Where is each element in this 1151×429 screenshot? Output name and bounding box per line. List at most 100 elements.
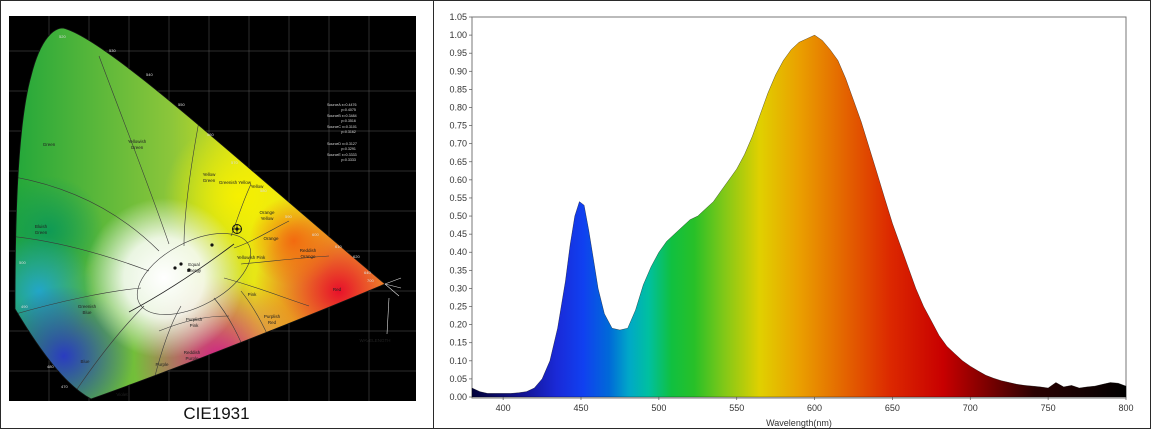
y-tick-label: 0.30 <box>449 283 467 293</box>
cie-region-label: Purplish <box>264 314 281 319</box>
cie-source-note: SourceC x=0.3101 <box>327 125 357 129</box>
y-tick-label: 0.65 <box>449 157 467 167</box>
cie-wavelength-tick: 490 <box>21 304 28 309</box>
cie-region-label: Blue <box>80 359 90 364</box>
cie-region-label: Violet <box>116 392 128 397</box>
x-tick-label: 500 <box>651 403 666 413</box>
cie-region-label: Red <box>333 287 342 292</box>
y-tick-label: 0.10 <box>449 356 467 366</box>
cie-region-label: Yellow <box>203 172 217 177</box>
x-tick-label: 650 <box>885 403 900 413</box>
y-tick-label: 1.05 <box>449 12 467 22</box>
y-tick-label: 0.95 <box>449 48 467 58</box>
y-tick-label: 0.80 <box>449 102 467 112</box>
cie-source-note: y=0.3162 <box>341 130 356 134</box>
cie-region-label: Pink <box>190 323 200 328</box>
cie-wavelength-tick: 540 <box>146 72 153 77</box>
panel-divider <box>433 0 434 429</box>
y-tick-label: 0.15 <box>449 338 467 348</box>
cie-region-label: Yellow <box>251 184 265 189</box>
cie-region-label: Yellowish <box>128 139 147 144</box>
cie-region-label: Pink <box>248 292 258 297</box>
cie-wavelength-tick: 470 <box>61 384 68 389</box>
cie-region-label: Energy <box>187 268 202 273</box>
y-tick-label: 0.70 <box>449 139 467 149</box>
cie-region-label: Yellow <box>261 216 275 221</box>
cie-wavelength-tick: 620 <box>353 254 360 259</box>
cie-region-label: Red <box>268 320 277 325</box>
y-tick-label: 0.45 <box>449 229 467 239</box>
cie-region-label: Green <box>43 142 56 147</box>
cie-region-label: WAVELENGTH <box>359 338 390 343</box>
cie-wavelength-tick: 570 <box>231 160 238 165</box>
cie-region-label: Orange <box>300 254 316 259</box>
y-tick-label: 0.85 <box>449 84 467 94</box>
cie-wavelength-tick: 640 <box>364 270 371 275</box>
cie-source-note: SourceB x=0.3484 <box>327 114 357 118</box>
x-tick-label: 700 <box>963 403 978 413</box>
cie-wavelength-tick: 530 <box>109 48 116 53</box>
x-tick-label: 600 <box>807 403 822 413</box>
spectrum-area <box>471 34 1127 398</box>
y-tick-label: 0.50 <box>449 211 467 221</box>
y-tick-label: 0.60 <box>449 175 467 185</box>
cie-region-label: Equal <box>188 262 200 267</box>
source-points <box>173 227 239 272</box>
wavelength-pointer <box>384 277 402 335</box>
cie-wavelength-tick: 550 <box>178 102 185 107</box>
x-axis-label: Wavelength(nm) <box>766 418 832 428</box>
cie-region-label: Blue <box>82 310 92 315</box>
y-tick-label: 0.55 <box>449 193 467 203</box>
spectral-locus-fill <box>15 28 385 399</box>
x-axis-ticks: 400 450 500 550 600 650 700 750 800 <box>496 397 1134 413</box>
cie-region-label: Purple <box>185 356 199 361</box>
cie-source-note: SourceD x=0.3127 <box>327 142 357 146</box>
cie-wavelength-tick: 480 <box>47 364 54 369</box>
cie-source-note: SourceA x=0.4476 <box>327 103 356 107</box>
cie-wavelength-ticks: 520 530 540 550 560 570 580 590 600 610 620 640 700 5… <box>19 34 374 389</box>
cie-wavelength-tick: 590 <box>285 214 292 219</box>
y-tick-label: 0.25 <box>449 302 467 312</box>
cie-source-note: y=0.3516 <box>341 119 356 123</box>
cie-wavelength-tick: 580 <box>260 188 267 193</box>
cie-wavelength-tick: 520 <box>59 34 66 39</box>
x-tick-label: 550 <box>729 403 744 413</box>
cie-wavelength-tick: 600 <box>312 232 319 237</box>
cie-region-label: Purple <box>155 362 169 367</box>
cie-wavelength-tick: 500 <box>19 260 26 265</box>
y-tick-label: 0.05 <box>449 374 467 384</box>
cie-region-label: Green <box>131 145 144 150</box>
cie-region-label: Greenish Yellow <box>219 180 252 185</box>
spectral-power-chart: 0.00 0.05 0.10 0.15 0.20 0.25 0.30 0.35 0.40 0.45… <box>449 12 1134 428</box>
x-tick-label: 800 <box>1118 403 1133 413</box>
cie-region-label: Bluish <box>35 224 48 229</box>
y-tick-label: 0.75 <box>449 121 467 131</box>
cie-region-label: Reddish <box>300 248 317 253</box>
y-tick-label: 0.00 <box>449 392 467 402</box>
y-tick-label: 1.00 <box>449 30 467 40</box>
cie-source-note: y=0.3291 <box>341 147 356 151</box>
cie-caption: CIE1931 <box>183 404 250 423</box>
x-tick-label: 400 <box>496 403 511 413</box>
cie-region-label: Orange <box>259 210 275 215</box>
cie-source-note: y=0.3333 <box>341 158 356 162</box>
cie-region-label: Green <box>203 178 216 183</box>
cie-region-label: Greenish <box>78 304 97 309</box>
y-tick-label: 0.40 <box>449 247 467 257</box>
cie-region-label: Yellowish Pink <box>237 255 266 260</box>
cie-region-label: Reddish <box>184 350 201 355</box>
y-tick-label: 0.35 <box>449 265 467 275</box>
y-axis-ticks: 0.00 0.05 0.10 0.15 0.20 0.25 0.30 0.35 0.40 0.45… <box>449 12 472 402</box>
target-marker-icon <box>232 224 242 234</box>
cie-wavelength-tick: 560 <box>207 132 214 137</box>
cie-region-label: Green <box>35 230 48 235</box>
cie-region-label: Purplish <box>186 317 203 322</box>
x-tick-label: 750 <box>1041 403 1056 413</box>
cie-source-note: y=0.4075 <box>341 108 356 112</box>
cie-wavelength-tick: 700 <box>367 278 374 283</box>
y-tick-label: 0.20 <box>449 320 467 330</box>
cie-source-note: SourceE x=0.3333 <box>327 153 357 157</box>
